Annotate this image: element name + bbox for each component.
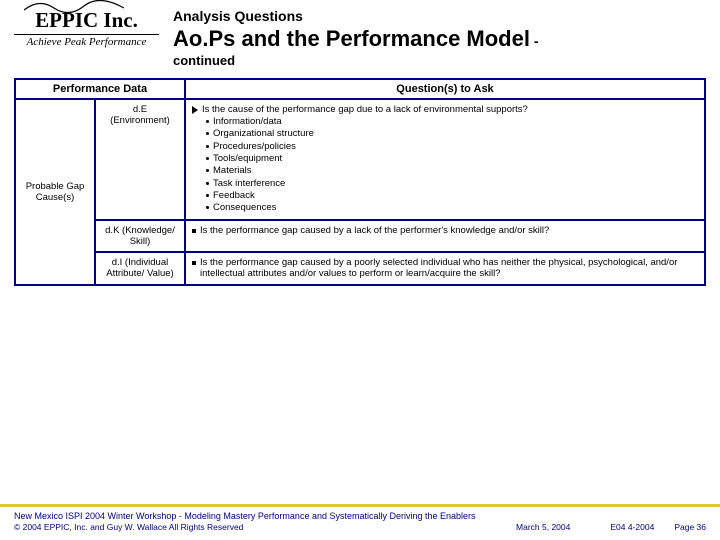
footer-row2: © 2004 EPPIC, Inc. and Guy W. Wallace Al… [14,522,706,532]
table-row: Probable Gap Cause(s) d.E (Environment) … [15,99,705,220]
dot-icon [206,206,209,209]
table-row: d.I (Individual Attribute/ Value) Is the… [15,252,705,285]
cell-di-q: Is the performance gap caused by a poorl… [185,252,705,285]
q-line: Is the cause of the performance gap due … [192,104,698,115]
cell-dk-q: Is the performance gap caused by a lack … [185,220,705,252]
arrow-icon [192,106,198,114]
sub-item: Feedback [206,190,698,202]
logo-box: EPPIC Inc. Achieve Peak Performance [14,8,159,48]
sub-text: Procedures/policies [213,141,296,153]
slide-footer: New Mexico ISPI 2004 Winter Workshop - M… [0,504,720,540]
q-text: Is the cause of the performance gap due … [202,104,528,115]
continued: continued [173,53,706,68]
perf-table: Performance Data Question(s) to Ask Prob… [14,78,706,286]
tagline: Achieve Peak Performance [14,36,159,48]
sub-item: Organizational structure [206,128,698,140]
sub-text: Task interference [213,178,285,190]
sub-text: Tools/equipment [213,153,282,165]
left-label: Probable Gap Cause(s) [15,99,95,285]
col-perf-data: Performance Data [15,79,185,99]
dot-icon [206,145,209,148]
cell-dk: d.K (Knowledge/ Skill) [95,220,185,252]
table-header-row: Performance Data Question(s) to Ask [15,79,705,99]
col-questions: Question(s) to Ask [185,79,705,99]
footer-code: E04 4-2004 [590,522,674,532]
q-text: Is the performance gap caused by a poorl… [200,257,698,279]
cell-di: d.I (Individual Attribute/ Value) [95,252,185,285]
sub-text: Consequences [213,202,276,214]
cell-de: d.E (Environment) [95,99,185,220]
square-icon [192,261,196,265]
dot-icon [206,169,209,172]
q-line: Is the performance gap caused by a lack … [192,225,698,236]
company-name: EPPIC Inc. [14,8,159,35]
sub-item: Procedures/policies [206,141,698,153]
dot-icon [206,132,209,135]
kicker: Analysis Questions [173,8,706,24]
sub-item: Consequences [206,202,698,214]
dot-icon [206,157,209,160]
sub-text: Materials [213,165,252,177]
square-icon [192,229,196,233]
cell-de-q: Is the cause of the performance gap due … [185,99,705,220]
title-block: Analysis Questions Ao.Ps and the Perform… [159,8,706,68]
footer-page: Page 36 [674,522,706,532]
footer-date: March 5, 2004 [496,522,590,532]
dot-icon [206,120,209,123]
sub-text: Feedback [213,190,255,202]
table-row: d.K (Knowledge/ Skill) Is the performanc… [15,220,705,252]
sub-text: Information/data [213,116,282,128]
sub-item: Tools/equipment [206,153,698,165]
dot-icon [206,194,209,197]
footer-copyright: © 2004 EPPIC, Inc. and Guy W. Wallace Al… [14,522,496,532]
squiggle-icon [24,0,124,14]
title-dash: - [530,33,539,49]
sub-text: Organizational structure [213,128,314,140]
main-title: Ao.Ps and the Performance Model - [173,26,706,52]
q-text: Is the performance gap caused by a lack … [200,225,549,236]
title-text: Ao.Ps and the Performance Model [173,26,530,51]
sub-item: Information/data [206,116,698,128]
slide-header: EPPIC Inc. Achieve Peak Performance Anal… [0,0,720,74]
table-wrap: Performance Data Question(s) to Ask Prob… [0,74,720,286]
sub-item: Materials [206,165,698,177]
q-line: Is the performance gap caused by a poorl… [192,257,698,279]
footer-title: New Mexico ISPI 2004 Winter Workshop - M… [14,511,706,521]
sub-item: Task interference [206,178,698,190]
dot-icon [206,182,209,185]
